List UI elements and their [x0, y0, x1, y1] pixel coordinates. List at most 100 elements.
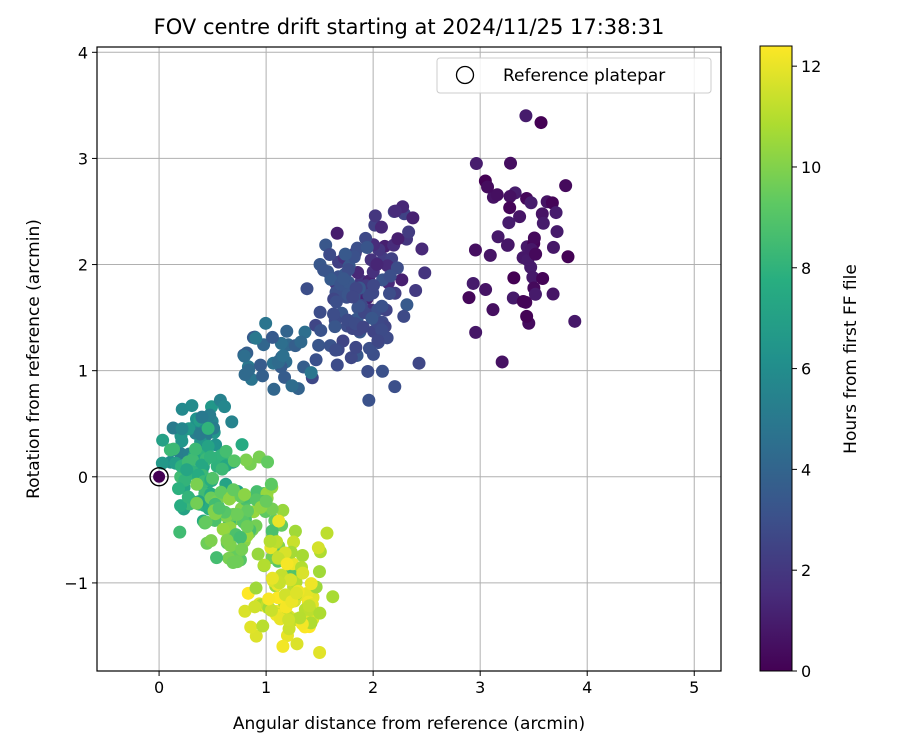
x-tick-label: 2 [368, 678, 378, 697]
data-point [513, 210, 527, 224]
data-point [233, 530, 247, 544]
data-point [225, 415, 239, 429]
data-point [344, 351, 358, 365]
data-point [253, 358, 267, 372]
data-point [261, 455, 275, 469]
data-point [469, 325, 483, 339]
data-point [356, 320, 370, 334]
data-point [324, 272, 338, 286]
data-point [295, 548, 309, 562]
plot-frame [96, 46, 722, 672]
data-point [328, 320, 342, 334]
data-point [302, 599, 316, 613]
data-point [313, 646, 327, 660]
data-point [479, 283, 493, 297]
data-point [368, 209, 382, 223]
data-point [284, 573, 298, 587]
data-point [249, 331, 263, 345]
data-point [237, 349, 251, 363]
data-point [226, 483, 240, 497]
data-point [415, 242, 429, 256]
data-point [360, 240, 374, 254]
data-point [172, 482, 186, 496]
y-axis-label: Rotation from reference (arcmin) [24, 219, 44, 499]
data-point [500, 238, 514, 252]
data-point [330, 226, 344, 240]
data-point [298, 325, 312, 339]
data-point [265, 330, 279, 344]
data-point [466, 276, 480, 290]
data-point [314, 323, 328, 337]
data-point [290, 637, 304, 651]
data-point [272, 514, 286, 528]
data-point [240, 520, 254, 534]
data-point [190, 496, 204, 510]
data-point [188, 442, 202, 456]
data-point [503, 189, 517, 203]
data-point [267, 382, 281, 396]
data-point [304, 577, 318, 591]
data-point [296, 566, 310, 580]
data-point [206, 471, 220, 485]
data-point [381, 259, 395, 273]
data-point [371, 334, 385, 348]
data-point [388, 204, 402, 218]
chart-title: FOV centre drift starting at 2024/11/25 … [154, 15, 665, 39]
data-point [469, 157, 483, 171]
data-point [280, 324, 294, 338]
data-point [383, 287, 397, 301]
data-point [507, 271, 521, 285]
data-point [289, 586, 303, 600]
data-point [367, 278, 381, 292]
data-point [285, 379, 299, 393]
x-axis-label: Angular distance from reference (arcmin) [233, 714, 585, 734]
data-point [468, 243, 482, 257]
data-point [388, 380, 402, 394]
data-point [238, 604, 252, 618]
data-point [262, 592, 276, 606]
data-point [328, 343, 342, 357]
data-point [174, 499, 188, 513]
colorbar-tick-label: 4 [801, 460, 811, 479]
y-tick-label: 0 [78, 468, 88, 487]
data-point [190, 477, 204, 491]
data-point [256, 619, 270, 633]
data-point [163, 443, 177, 457]
data-point [375, 323, 389, 337]
data-point [483, 248, 497, 262]
data-point [239, 453, 253, 467]
data-point [503, 201, 517, 215]
colorbar-tick-label: 8 [801, 259, 811, 278]
data-point [536, 216, 550, 230]
data-point [264, 477, 278, 491]
colorbar-gradient [759, 45, 793, 672]
data-point [264, 603, 278, 617]
data-point [265, 571, 279, 585]
data-point [329, 295, 343, 309]
data-point [276, 349, 290, 363]
data-point [287, 535, 301, 549]
data-point [256, 369, 270, 383]
data-point [288, 524, 302, 538]
data-point [278, 370, 292, 384]
data-point [520, 309, 534, 323]
data-point [155, 456, 169, 470]
data-point [397, 309, 411, 323]
y-axis-ticks: −1 0 1 2 3 4 [64, 43, 97, 593]
data-point [535, 207, 549, 221]
data-point [391, 232, 405, 246]
data-points [155, 109, 582, 660]
reference-point-fill [153, 470, 166, 483]
data-point [212, 501, 226, 515]
data-point [400, 298, 414, 312]
data-point [462, 291, 476, 305]
data-point [280, 557, 294, 571]
data-point [516, 294, 530, 308]
data-point [352, 299, 366, 313]
data-point [216, 522, 230, 536]
data-point [217, 400, 231, 414]
data-point [235, 542, 249, 556]
data-point [550, 225, 564, 239]
data-point [506, 291, 520, 305]
